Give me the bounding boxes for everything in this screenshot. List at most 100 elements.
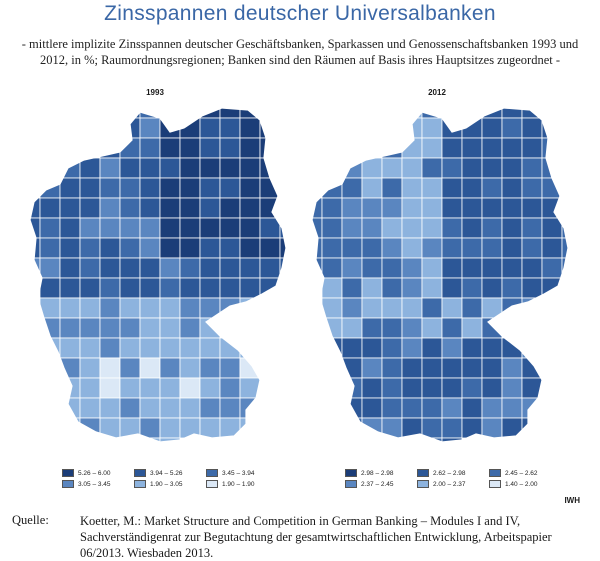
map-region (521, 177, 543, 199)
map-region (441, 277, 463, 299)
map-region (199, 317, 221, 339)
map-region (521, 297, 543, 319)
map-region (461, 137, 483, 159)
map-region (219, 157, 241, 179)
legend-label: 3.45 – 3.94 (222, 469, 255, 477)
map-region (441, 357, 463, 379)
map-region (421, 377, 443, 399)
map-region (481, 237, 503, 259)
map-region (219, 177, 241, 199)
legend-label: 2.62 – 2.98 (433, 469, 466, 477)
map-region (259, 157, 281, 179)
legend-swatch (345, 480, 357, 488)
map-region (99, 177, 121, 199)
map-region (159, 157, 181, 179)
map-region (119, 297, 141, 319)
map-region (139, 237, 161, 259)
map-region (179, 237, 201, 259)
map-region (119, 357, 141, 379)
source-text: Koetter, M.: Market Structure and Compet… (80, 514, 552, 560)
map-region (79, 197, 101, 219)
map-region (481, 417, 503, 439)
map-region (361, 297, 383, 319)
map-region (541, 237, 563, 259)
legend-swatch (206, 469, 218, 477)
map-region (361, 317, 383, 339)
map-region (159, 177, 181, 199)
map-region (381, 377, 403, 399)
map-region (421, 237, 443, 259)
map-region (501, 157, 523, 179)
map-region (361, 197, 383, 219)
map-region (341, 197, 363, 219)
legend-label: 1.90 – 3.05 (150, 480, 183, 488)
map-region (381, 277, 403, 299)
map-region (219, 257, 241, 279)
map-region (139, 157, 161, 179)
map-region (199, 377, 221, 399)
map-region (239, 137, 261, 159)
map-region (341, 277, 363, 299)
map-region (461, 377, 483, 399)
map-region (341, 317, 363, 339)
map-region (441, 397, 463, 419)
map-region (139, 197, 161, 219)
map-region (99, 397, 121, 419)
map-region (79, 237, 101, 259)
map-region (381, 397, 403, 419)
map-region (461, 197, 483, 219)
map-region (79, 377, 101, 399)
map-region (139, 277, 161, 299)
map-region (159, 437, 181, 442)
map-region (421, 257, 443, 279)
map-region (521, 108, 543, 119)
legend-item: 1.40 – 2.00 (489, 479, 538, 489)
map-region (381, 417, 403, 439)
legend-item: 3.45 – 3.94 (206, 468, 255, 478)
map-region (199, 177, 221, 199)
map-region (501, 237, 523, 259)
map-region (199, 357, 221, 379)
map-region (139, 297, 161, 319)
legend-label: 2.98 – 2.98 (361, 469, 394, 477)
map-region (481, 397, 503, 419)
map-region (219, 117, 241, 139)
country-border (29, 107, 287, 443)
map-region (361, 377, 383, 399)
map-region (501, 257, 523, 279)
map-region (361, 257, 383, 279)
map-region (259, 277, 281, 299)
map-region (139, 357, 161, 379)
map-region (99, 197, 121, 219)
map-region (441, 217, 463, 239)
map-region (59, 217, 81, 239)
map-region (119, 137, 141, 159)
map-region (159, 377, 181, 399)
map-region (99, 357, 121, 379)
map-region (239, 417, 261, 439)
map-region (199, 217, 221, 239)
map-region (159, 417, 181, 439)
map-region (179, 377, 201, 399)
map-region (561, 237, 568, 259)
map-region (199, 197, 221, 219)
map-region (421, 117, 443, 139)
map-region (461, 277, 483, 299)
map-region (139, 337, 161, 359)
map-region (321, 257, 343, 279)
map-region (341, 217, 363, 239)
map-region (199, 417, 221, 439)
map-region (239, 197, 261, 219)
map-region (139, 437, 161, 442)
map-region (381, 317, 403, 339)
map-region (501, 397, 523, 419)
map-region (159, 277, 181, 299)
map-region (381, 357, 403, 379)
map-region (401, 397, 423, 419)
map-legend-1993: 5.26 – 6.00 3.94 – 5.26 3.45 – 3.94 3.05… (62, 468, 272, 490)
map-region (219, 237, 241, 259)
map-region (461, 357, 483, 379)
map-region (159, 137, 181, 159)
map-region (341, 237, 363, 259)
map-region (401, 217, 423, 239)
